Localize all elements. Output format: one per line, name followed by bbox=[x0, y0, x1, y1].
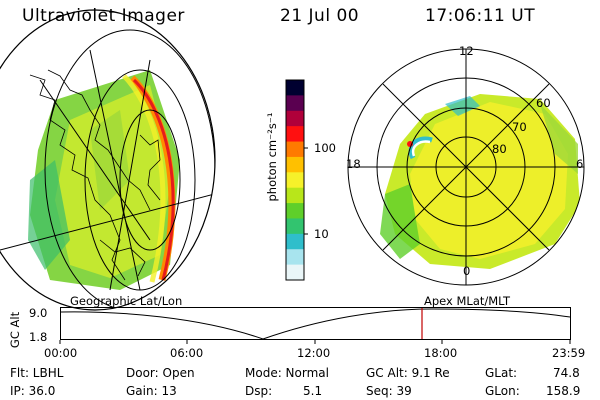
time-label: 17:06:11 UT bbox=[425, 6, 536, 26]
colorbar-tick-10: 10 bbox=[314, 227, 329, 241]
info-dsp-value: 5.1 bbox=[303, 384, 323, 398]
colorbar-segment bbox=[286, 156, 304, 173]
plot-xtick-0600: 06:00 bbox=[170, 346, 204, 360]
colorbar-segment bbox=[286, 264, 304, 281]
mlt-label-6: 6 bbox=[576, 157, 584, 171]
info-glon-label: GLon: bbox=[485, 384, 520, 398]
plot-ytick-top: 9.0 bbox=[29, 306, 48, 320]
plot-xtick-2359: 23:59 bbox=[552, 346, 586, 360]
plot-xtick-1200: 12:00 bbox=[297, 346, 331, 360]
info-mode: Mode: Normal bbox=[245, 366, 329, 380]
mlt-label-18: 18 bbox=[346, 157, 361, 171]
intensity-colorbar bbox=[285, 79, 308, 281]
info-gain: Gain: 13 bbox=[126, 384, 177, 398]
colorbar-segment bbox=[286, 80, 304, 96]
colorbar-segment bbox=[286, 110, 304, 127]
colorbar-tick-100: 100 bbox=[314, 141, 336, 155]
mlt-label-0: 0 bbox=[463, 264, 471, 278]
info-filter: Flt: LBHL bbox=[10, 366, 64, 380]
colorbar-segment bbox=[286, 203, 304, 219]
plot-ylabel: GC Alt bbox=[8, 311, 22, 349]
geographic-auroral-image bbox=[0, 9, 216, 311]
plot-ytick-bottom: 1.8 bbox=[29, 330, 48, 344]
colorbar-segment bbox=[286, 172, 304, 189]
info-dsp-label: Dsp: bbox=[245, 384, 273, 398]
date-label: 21 Jul 00 bbox=[280, 6, 360, 26]
info-gcalt: GC Alt: 9.1 Re bbox=[366, 366, 450, 380]
info-glat-value: 74.8 bbox=[553, 366, 580, 380]
info-door: Door: Open bbox=[126, 366, 195, 380]
altitude-timeline bbox=[59, 307, 571, 344]
info-glat-label: GLat: bbox=[485, 366, 518, 380]
polar-mlt-plot bbox=[347, 48, 585, 286]
plot-left-title: Geographic Lat/Lon bbox=[70, 294, 183, 308]
mlat-label-70: 70 bbox=[512, 120, 527, 134]
colorbar-unit-label: photon cm⁻²s⁻¹ bbox=[265, 112, 279, 202]
info-glon-value: 158.9 bbox=[546, 384, 581, 398]
mlat-label-60: 60 bbox=[536, 96, 551, 110]
info-ip: IP: 36.0 bbox=[10, 384, 56, 398]
colorbar-segment bbox=[286, 95, 304, 112]
info-seq: Seq: 39 bbox=[366, 384, 412, 398]
mlt-label-12: 12 bbox=[459, 44, 474, 58]
colorbar-segment bbox=[286, 141, 304, 158]
colorbar-segment bbox=[286, 187, 304, 204]
mlat-label-80: 80 bbox=[492, 142, 507, 156]
plot-xtick-1800: 18:00 bbox=[424, 346, 458, 360]
colorbar-segment bbox=[286, 233, 304, 250]
plot-right-title: Apex MLat/MLT bbox=[424, 294, 511, 308]
instrument-title: Ultraviolet Imager bbox=[22, 6, 185, 26]
plot-xtick-0000: 00:00 bbox=[44, 346, 78, 360]
colorbar-segment bbox=[286, 218, 304, 235]
colorbar-segment bbox=[286, 249, 304, 266]
colorbar-segment bbox=[286, 126, 304, 143]
